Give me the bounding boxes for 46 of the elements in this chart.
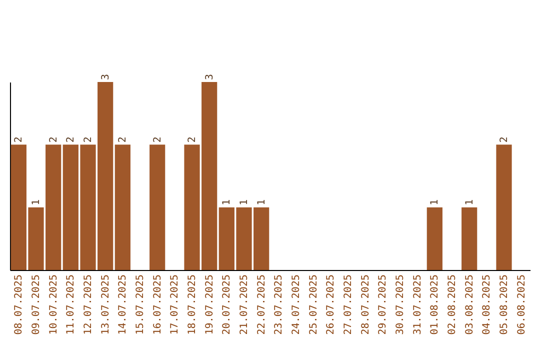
data-label: 2 [48,136,60,143]
data-label: 2 [187,136,198,143]
x-tick-label: 08.07.2025 [14,274,25,335]
x-tick-label: 06.08.2025 [516,274,528,335]
data-label: 1 [239,199,250,206]
x-tick-label: 18.07.2025 [187,274,198,335]
x-tick-label: 22.07.2025 [256,274,268,335]
data-label: 1 [430,199,441,206]
x-tick-label: 26.07.2025 [326,274,337,335]
x-tick-label: 30.07.2025 [395,274,406,335]
x-tick-label: 13.07.2025 [100,274,112,335]
x-tick-label: 23.07.2025 [274,274,285,335]
data-label: 2 [118,136,129,143]
data-label: 2 [14,136,25,143]
x-tick-label: 29.07.2025 [378,274,389,335]
x-tick-label: 21.07.2025 [239,274,250,335]
x-tick-label: 15.07.2025 [135,274,146,335]
x-tick-label: 14.07.2025 [118,274,129,335]
data-label: 1 [464,199,476,206]
x-tick-label: 03.08.2025 [464,274,476,335]
data-label: 2 [152,136,164,143]
x-tick-label: 17.07.2025 [170,274,181,335]
x-tick-label: 24.07.2025 [291,274,302,335]
x-tick-label: 01.08.2025 [430,274,441,335]
x-tick-label: 27.07.2025 [343,274,354,335]
data-label: 1 [222,199,233,206]
x-tick-label: 05.08.2025 [499,274,510,335]
data-label: 3 [100,74,112,80]
data-label: 2 [83,136,94,143]
data-label: 2 [66,136,77,143]
x-tick-label: 16.07.2025 [152,274,164,335]
x-tick-label: 11.07.2025 [66,274,77,335]
data-label: 1 [31,199,42,206]
x-tick-label: 25.07.2025 [308,274,320,335]
x-tick-label: 12.07.2025 [83,274,94,335]
x-tick-label: 31.07.2025 [412,274,424,335]
x-tick-label: 28.07.2025 [360,274,372,335]
x-tick-label: 19.07.2025 [204,274,216,335]
x-tick-label: 02.08.2025 [447,274,458,335]
x-tick-label: 09.07.2025 [31,274,42,335]
data-label: 3 [204,74,216,80]
x-tick-label: 04.08.2025 [482,274,493,335]
data-label: 1 [256,199,268,206]
x-tick-label: 10.07.2025 [48,274,60,335]
data-label: 2 [499,136,510,143]
x-tick-label: 20.07.2025 [222,274,233,335]
